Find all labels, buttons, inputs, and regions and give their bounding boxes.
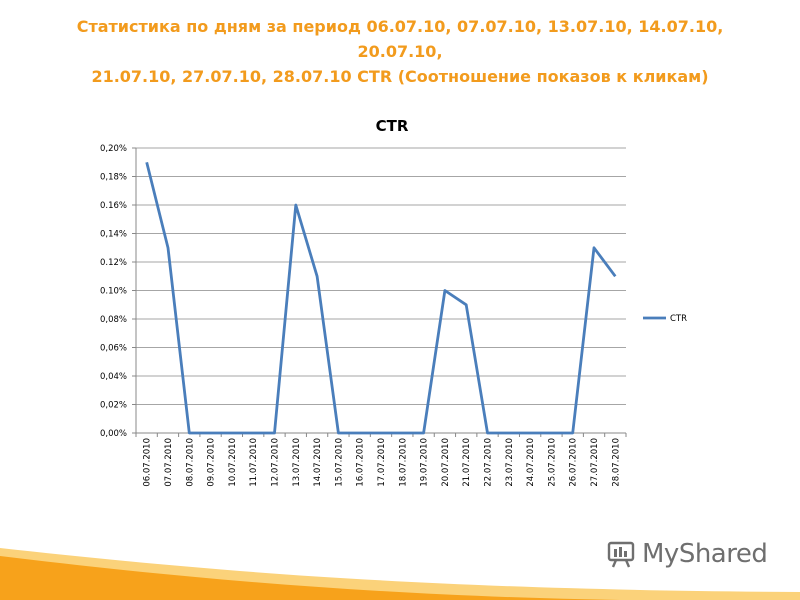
x-tick-label: 14.07.2010 — [313, 438, 323, 487]
y-tick-label: 0,18% — [100, 173, 127, 183]
x-tick-label: 20.07.2010 — [441, 438, 451, 487]
y-tick-label: 0,00% — [100, 429, 127, 439]
x-tick-label: 07.07.2010 — [164, 438, 174, 487]
y-tick-label: 0,04% — [100, 372, 127, 382]
x-tick-label: 16.07.2010 — [356, 438, 366, 487]
x-tick-label: 15.07.2010 — [334, 438, 344, 487]
y-tick-label: 0.10% — [100, 287, 127, 297]
x-tick-label: 12.07.2010 — [270, 438, 280, 487]
x-tick-label: 26.07.2010 — [569, 438, 579, 487]
slide-title-line-2: 21.07.10, 27.07.10, 28.07.10 CTR (Соотно… — [91, 67, 709, 86]
x-tick-label: 21.07.2010 — [462, 438, 472, 487]
myshared-logo: MyShared — [606, 536, 768, 572]
x-tick-label: 18.07.2010 — [398, 438, 408, 487]
x-tick-label: 28.07.2010 — [611, 438, 621, 487]
y-tick-label: 0.16% — [100, 201, 127, 211]
y-tick-label: 0,20% — [100, 144, 127, 154]
x-tick-label: 06.07.2010 — [143, 438, 153, 487]
y-tick-label: 0,14% — [100, 230, 127, 240]
presentation-board-icon — [607, 541, 635, 568]
y-tick-label: 0,06% — [100, 344, 127, 354]
y-tick-label: 0.12% — [100, 258, 127, 268]
y-tick-label: 0,02% — [100, 401, 127, 411]
slide-title: Статистика по дням за период 06.07.10, 0… — [40, 14, 760, 89]
x-tick-label: 24.07.2010 — [526, 438, 536, 487]
x-tick-label: 09.07.2010 — [207, 438, 217, 487]
x-tick-label: 10.07.2010 — [228, 438, 238, 487]
x-tick-label: 23.07.2010 — [505, 438, 515, 487]
slide-title-line-1: Статистика по дням за период 06.07.10, 0… — [76, 17, 724, 61]
legend-label-ctr: CTR — [670, 314, 687, 324]
y-tick-label: 0,08% — [100, 315, 127, 325]
brand-text: MyShared — [642, 539, 768, 569]
x-tick-label: 19.07.2010 — [420, 438, 430, 487]
x-tick-label: 13.07.2010 — [292, 438, 302, 487]
x-tick-label: 27.07.2010 — [590, 438, 600, 487]
x-tick-label: 22.07.2010 — [484, 438, 494, 487]
x-tick-label: 17.07.2010 — [377, 438, 387, 487]
x-tick-label: 11.07.2010 — [249, 438, 259, 487]
chart-title: CTR — [376, 117, 409, 135]
x-tick-label: 08.07.2010 — [185, 438, 195, 487]
x-tick-label: 25.07.2010 — [547, 438, 557, 487]
